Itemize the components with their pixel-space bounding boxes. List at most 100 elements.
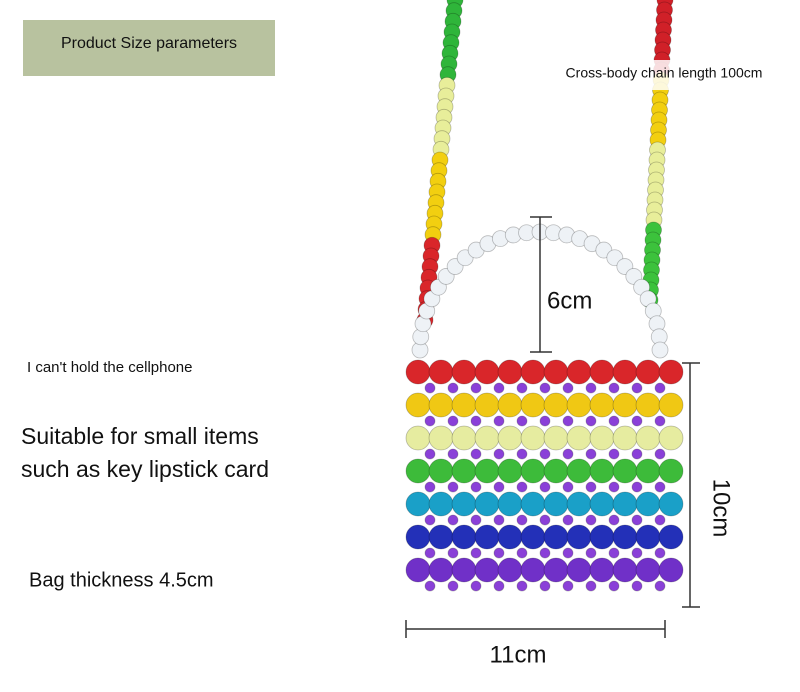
- bag-bead: [474, 425, 500, 451]
- bag-bead: [543, 425, 569, 451]
- bag-bead: [635, 491, 661, 517]
- spacer-bead: [631, 580, 643, 592]
- cellphone-note: I can't hold the cellphone: [27, 359, 192, 376]
- spacer-bead: [516, 448, 528, 460]
- bag-bead: [658, 557, 684, 583]
- bag-bead: [405, 557, 431, 583]
- bag-bead: [543, 557, 569, 583]
- spacer-bead: [562, 580, 574, 592]
- bag-bead: [428, 557, 454, 583]
- bag-bead: [451, 524, 477, 550]
- spacer-bead: [516, 514, 528, 526]
- bag-bead: [566, 458, 592, 484]
- spacer-bead: [631, 514, 643, 526]
- spacer-bead: [631, 415, 643, 427]
- bag-bead: [520, 425, 546, 451]
- bag-bead: [497, 491, 523, 517]
- bag-bead: [497, 392, 523, 418]
- spacer-bead: [654, 547, 666, 559]
- bag-bead: [428, 491, 454, 517]
- spacer-bead: [585, 481, 597, 493]
- bag-bead: [589, 557, 615, 583]
- spacer-bead: [608, 415, 620, 427]
- spacer-bead: [424, 514, 436, 526]
- bag-bead: [428, 524, 454, 550]
- spacer-bead: [516, 382, 528, 394]
- spacer-bead: [470, 448, 482, 460]
- bag-bead: [589, 491, 615, 517]
- label-backdrop: [545, 285, 603, 317]
- spacer-bead: [470, 580, 482, 592]
- bag-bead: [405, 425, 431, 451]
- bag-bead: [589, 359, 615, 385]
- bag-bead: [497, 359, 523, 385]
- bag-bead: [451, 491, 477, 517]
- spacer-bead: [539, 514, 551, 526]
- spacer-bead: [470, 514, 482, 526]
- bag-bead: [520, 392, 546, 418]
- bag-bead: [520, 458, 546, 484]
- spacer-bead: [447, 547, 459, 559]
- bag-bead: [520, 359, 546, 385]
- spacer-bead: [493, 448, 505, 460]
- handle-bead: [651, 341, 669, 359]
- bag-bead: [635, 458, 661, 484]
- spacer-bead: [447, 580, 459, 592]
- spacer-bead: [539, 580, 551, 592]
- bag-bead: [566, 524, 592, 550]
- spacer-bead: [654, 382, 666, 394]
- spacer-bead: [608, 448, 620, 460]
- bag-bead: [658, 524, 684, 550]
- spacer-bead: [654, 580, 666, 592]
- handle-height: 6cm: [547, 287, 592, 314]
- spacer-bead: [654, 448, 666, 460]
- bag-bead: [612, 425, 638, 451]
- bag-bead: [428, 425, 454, 451]
- bag-bead: [658, 392, 684, 418]
- bag-bead: [428, 359, 454, 385]
- spacer-bead: [447, 382, 459, 394]
- bag-bead: [451, 392, 477, 418]
- bag-bead: [543, 524, 569, 550]
- spacer-bead: [562, 448, 574, 460]
- spacer-bead: [585, 415, 597, 427]
- spacer-bead: [493, 481, 505, 493]
- bag-bead: [474, 491, 500, 517]
- bag-bead: [497, 557, 523, 583]
- bag-bead: [474, 392, 500, 418]
- spacer-bead: [562, 382, 574, 394]
- spacer-bead: [539, 415, 551, 427]
- bag-bead: [405, 491, 431, 517]
- spacer-bead: [447, 514, 459, 526]
- spacer-bead: [447, 481, 459, 493]
- bag-bead: [474, 458, 500, 484]
- bag-bead: [543, 359, 569, 385]
- bag-bead: [566, 392, 592, 418]
- title-box: [23, 20, 275, 76]
- bag-bead: [474, 557, 500, 583]
- bag-width: 11cm: [490, 641, 547, 668]
- bag-bead: [497, 524, 523, 550]
- bag-bead: [520, 491, 546, 517]
- bag-bead: [451, 458, 477, 484]
- spacer-bead: [539, 547, 551, 559]
- spacer-bead: [424, 580, 436, 592]
- bag-bead: [658, 425, 684, 451]
- title: Product Size parameters: [61, 35, 237, 52]
- spacer-bead: [654, 514, 666, 526]
- bag-bead: [612, 392, 638, 418]
- bag-bead: [451, 359, 477, 385]
- bag-bead: [451, 425, 477, 451]
- spacer-bead: [516, 481, 528, 493]
- bag-bead: [405, 392, 431, 418]
- bag-bead: [566, 557, 592, 583]
- bag-bead: [635, 425, 661, 451]
- spacer-bead: [585, 382, 597, 394]
- spacer-bead: [539, 448, 551, 460]
- spacer-bead: [562, 481, 574, 493]
- bag-bead: [497, 425, 523, 451]
- bag-bead: [612, 524, 638, 550]
- bag-bead: [474, 359, 500, 385]
- bag-bead: [612, 491, 638, 517]
